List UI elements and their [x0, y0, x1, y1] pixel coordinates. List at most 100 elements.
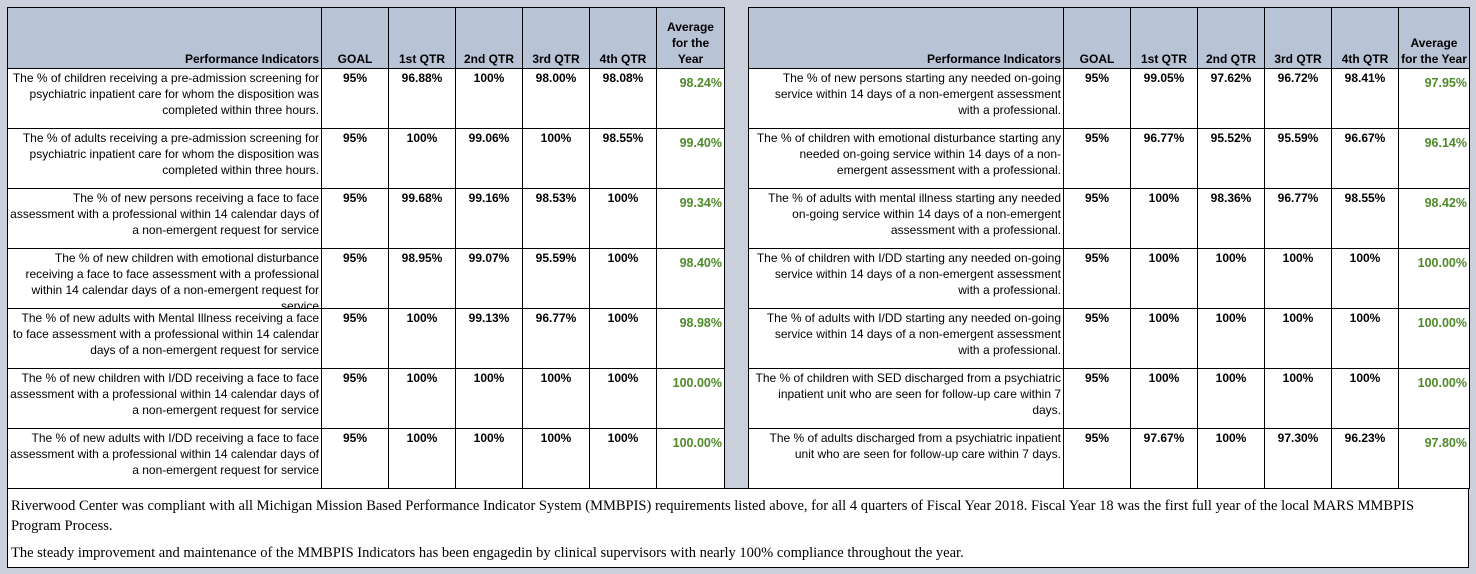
value-text: 100%: [406, 371, 438, 385]
value-text: 95%: [1084, 71, 1110, 85]
value-text: 97.67%: [1143, 431, 1185, 445]
value-text: 99.68%: [401, 191, 443, 205]
value: 95%: [321, 68, 389, 129]
value: 100%: [388, 128, 456, 189]
value: 99.13%: [455, 308, 523, 369]
value: 100%: [1197, 368, 1265, 429]
column-header: GOAL: [321, 7, 389, 69]
value-text: 100%: [607, 191, 639, 205]
average-value-text: 96.14%: [1424, 136, 1467, 150]
value: 100%: [1331, 248, 1399, 309]
value-text: 100%: [1215, 311, 1247, 325]
value-text: 95%: [342, 71, 368, 85]
value: 97.67%: [1130, 428, 1198, 489]
value-text: 100%: [1148, 191, 1180, 205]
average-value: 100.00%: [1398, 308, 1470, 369]
indicator: The % of new adults with Mental Illness …: [7, 308, 322, 369]
column-header-text: Average for the Year: [1401, 36, 1467, 66]
value: 100%: [589, 248, 657, 309]
value: 99.07%: [455, 248, 523, 309]
value-text: 98.55%: [1344, 191, 1386, 205]
average-value-text: 97.95%: [1424, 76, 1467, 90]
indicator-text: The % of children with SED discharged fr…: [755, 371, 1061, 417]
average-value: 100.00%: [656, 428, 725, 489]
value: 95%: [321, 308, 389, 369]
value: 96.88%: [388, 68, 456, 129]
indicator-text: The % of new children with I/DD receivin…: [10, 371, 319, 417]
average-value-text: 98.40%: [679, 256, 722, 270]
value: 98.00%: [522, 68, 590, 129]
average-value-text: 100.00%: [1417, 316, 1467, 330]
average-value: 98.24%: [656, 68, 725, 129]
value: 96.72%: [1264, 68, 1332, 129]
value-text: 98.00%: [535, 71, 577, 85]
value-text: 95%: [342, 131, 368, 145]
value-text: 100%: [1148, 311, 1180, 325]
average-value-text: 98.24%: [679, 76, 722, 90]
value-text: 100%: [1349, 371, 1381, 385]
column-header: Performance Indicators: [748, 7, 1064, 69]
value-text: 100%: [1148, 371, 1180, 385]
value: 99.16%: [455, 188, 523, 249]
indicator: The % of new persons starting any needed…: [748, 68, 1064, 129]
value-text: 100%: [1349, 311, 1381, 325]
value-text: 100%: [1282, 251, 1314, 265]
average-value: 98.40%: [656, 248, 725, 309]
column-header: GOAL: [1063, 7, 1131, 69]
value: 100%: [1130, 188, 1198, 249]
value-text: 100%: [406, 311, 438, 325]
footer-paragraph: Riverwood Center was compliant with all …: [11, 498, 1415, 534]
value-text: 99.05%: [1143, 71, 1185, 85]
value: 100%: [589, 428, 657, 489]
value-text: 95%: [1084, 311, 1110, 325]
value-text: 100%: [406, 131, 438, 145]
column-header-text: 2nd QTR: [464, 52, 514, 66]
value-text: 96.77%: [1277, 191, 1319, 205]
indicator-text: The % of children with I/DD starting any…: [756, 251, 1061, 297]
average-value-text: 100.00%: [1417, 376, 1467, 390]
indicator: The % of adults with I/DD starting any n…: [748, 308, 1064, 369]
indicator: The % of children with I/DD starting any…: [748, 248, 1064, 309]
indicator: The % of adults receiving a pre-admissio…: [7, 128, 322, 189]
indicator: The % of adults with mental illness star…: [748, 188, 1064, 249]
value: 100%: [388, 308, 456, 369]
value: 100%: [1264, 308, 1332, 369]
average-value: 100.00%: [656, 368, 725, 429]
indicator-text: The % of children with emotional disturb…: [756, 131, 1061, 177]
average-value: 96.14%: [1398, 128, 1470, 189]
average-value: 100.00%: [1398, 368, 1470, 429]
value-text: 96.88%: [401, 71, 443, 85]
indicator-text: The % of children receiving a pre-admiss…: [12, 71, 319, 117]
indicator-text: The % of adults with I/DD starting any n…: [766, 311, 1061, 357]
value-text: 100%: [1349, 251, 1381, 265]
value-text: 100%: [540, 431, 572, 445]
indicator-text: The % of new adults with I/DD receiving …: [10, 431, 319, 477]
value-text: 99.13%: [468, 311, 510, 325]
value: 99.68%: [388, 188, 456, 249]
value: 98.36%: [1197, 188, 1265, 249]
value: 100%: [1331, 368, 1399, 429]
value: 97.62%: [1197, 68, 1265, 129]
value: 100%: [522, 428, 590, 489]
average-value-text: 100.00%: [672, 436, 722, 450]
indicator-text: The % of new children with emotional dis…: [25, 251, 319, 309]
column-header-text: 4th QTR: [599, 52, 647, 66]
indicator-text: The % of adults with mental illness star…: [768, 191, 1061, 237]
value: 98.41%: [1331, 68, 1399, 129]
average-value: 100.00%: [1398, 248, 1470, 309]
value-text: 100%: [607, 431, 639, 445]
value: 100%: [1130, 248, 1198, 309]
average-value-text: 98.98%: [679, 316, 722, 330]
average-value: 97.80%: [1398, 428, 1470, 489]
value-text: 97.30%: [1277, 431, 1319, 445]
indicator-text: The % of new persons starting any needed…: [774, 71, 1061, 117]
value-text: 96.77%: [535, 311, 577, 325]
value: 100%: [388, 428, 456, 489]
value: 100%: [522, 128, 590, 189]
value: 100%: [1130, 308, 1198, 369]
column-header-text: Average for the Year: [667, 20, 714, 66]
value-text: 100%: [607, 251, 639, 265]
value: 95.59%: [522, 248, 590, 309]
value-text: 98.55%: [602, 131, 644, 145]
column-header-text: GOAL: [337, 52, 373, 66]
